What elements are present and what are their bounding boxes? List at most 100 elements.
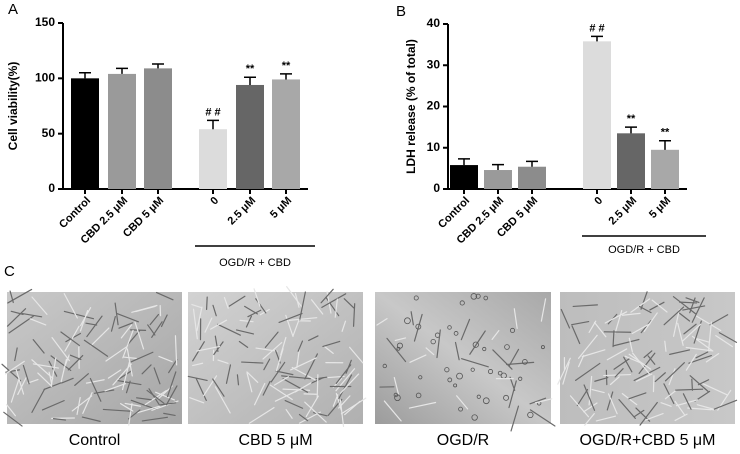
cell (48, 371, 53, 384)
cell (289, 357, 317, 371)
cell (308, 335, 319, 342)
cell (118, 322, 134, 329)
cell (146, 389, 165, 404)
cell (715, 334, 734, 348)
cell (504, 344, 510, 350)
cell (50, 355, 72, 372)
cell (4, 360, 25, 375)
cell (60, 331, 80, 347)
cell (155, 291, 174, 301)
cell (604, 311, 628, 324)
cell (470, 367, 475, 372)
cell (294, 382, 312, 393)
cell (214, 335, 219, 353)
cell (135, 305, 156, 313)
cell (43, 382, 62, 391)
cell (205, 296, 208, 311)
cell (640, 291, 648, 310)
panel-label: C (4, 263, 15, 280)
bar (583, 41, 611, 190)
cell (123, 356, 137, 360)
cell (168, 359, 178, 374)
cell (614, 368, 624, 378)
cell (165, 385, 178, 406)
cell (687, 407, 715, 411)
micrograph-background (188, 292, 363, 424)
cell (458, 406, 463, 412)
cell (122, 329, 134, 359)
cell (296, 348, 300, 369)
cell (130, 351, 154, 363)
cell (332, 394, 339, 407)
cell (583, 402, 598, 413)
micrograph-background (560, 292, 735, 424)
cell (85, 322, 98, 326)
bar (71, 78, 99, 189)
bar (236, 84, 264, 189)
cell (81, 416, 101, 422)
cell (618, 398, 636, 420)
cell (31, 388, 46, 413)
cell (51, 337, 70, 362)
cell (413, 313, 423, 342)
cell (29, 318, 47, 326)
cell (339, 373, 360, 394)
cell (669, 349, 691, 355)
cell (107, 369, 122, 379)
bar (651, 149, 679, 189)
cell (640, 319, 652, 334)
cell (255, 298, 267, 314)
significance-label: ** (661, 127, 670, 139)
cell (425, 347, 435, 356)
error-bar (152, 63, 164, 69)
cell (286, 286, 303, 308)
error-bar (207, 119, 219, 130)
cell (322, 340, 341, 348)
error-bar (591, 35, 603, 42)
micrograph (557, 291, 738, 426)
cell (264, 331, 279, 348)
cell (409, 354, 427, 363)
cell (245, 315, 253, 328)
cell (697, 379, 710, 386)
significance-label: ** (246, 63, 255, 75)
cell (571, 325, 581, 345)
cell (575, 362, 601, 381)
cell (79, 309, 89, 332)
cell (128, 403, 133, 426)
cell (195, 378, 207, 402)
cell (577, 334, 598, 359)
cell (341, 320, 347, 332)
cell (709, 314, 729, 326)
cell (64, 325, 80, 352)
y-axis-label: Cell viability(%) (6, 62, 20, 151)
cell (508, 380, 517, 409)
cell (282, 388, 311, 391)
x-tick-label: 0 (592, 195, 605, 208)
cell (691, 378, 694, 391)
cell (664, 389, 678, 400)
cell (660, 402, 672, 407)
cell (679, 301, 698, 304)
cell (689, 375, 709, 392)
cell (674, 400, 686, 416)
cell (595, 415, 616, 422)
y-tick-label: 40 (427, 16, 441, 30)
cell (6, 403, 16, 417)
cell (270, 361, 286, 383)
cell (510, 405, 520, 432)
cell (278, 312, 303, 323)
cell (338, 395, 351, 409)
cell (413, 295, 419, 301)
cell (282, 378, 309, 393)
cell (557, 357, 571, 385)
error-bar (280, 73, 292, 80)
cell (393, 377, 399, 395)
cell (639, 401, 658, 426)
cell (436, 329, 441, 359)
cell (191, 303, 203, 309)
cell (10, 310, 24, 315)
cell (415, 392, 422, 399)
cell (105, 346, 127, 362)
cell (37, 372, 53, 387)
